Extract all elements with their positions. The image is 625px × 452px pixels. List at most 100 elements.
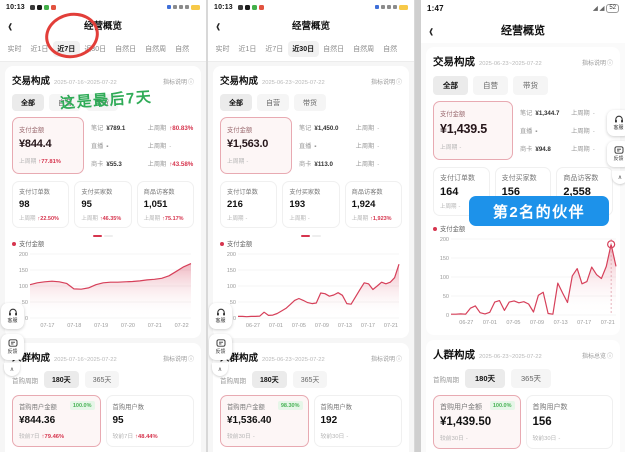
first-purchase-amount-card[interactable]: 100.0% 首购用户金额 ¥1,439.50 较前30日 - (433, 395, 521, 449)
compare-value: - (169, 142, 172, 150)
product-visitors-card[interactable]: 商品访客数 1,924 上周期 ↑1,923% (344, 181, 402, 228)
feedback-button[interactable]: 反馈 (1, 334, 24, 360)
tab-natural-week[interactable]: 自然周 (353, 45, 375, 53)
compare-label: 上周期 (571, 109, 590, 117)
metric-label: 支付金额 (227, 127, 253, 134)
paid-buyers-card[interactable]: 支付买家数 95 上周期 ↑46.35% (74, 181, 132, 228)
customer-service-button[interactable]: 客服 (209, 303, 232, 329)
tab-realtime[interactable]: 实时 (7, 45, 22, 53)
pill-self-operated[interactable]: 自营 (49, 94, 81, 111)
trade-composition-card: 交易构成 2025-06-23~2025-07-22 指标说明 ⓘ 全部 自营 带… (213, 66, 409, 338)
metric-info-link[interactable]: 指标说明 ⓘ (371, 354, 402, 363)
app-icon (29, 4, 35, 10)
compare-value: - (465, 436, 468, 442)
tab-natural-day[interactable]: 自然日 (323, 45, 345, 53)
cycle-180-days[interactable]: 180天 (465, 369, 506, 388)
svg-text:150: 150 (227, 268, 236, 274)
metric-value: ¥1,439.50 (440, 416, 492, 428)
compare-value: - (377, 142, 380, 150)
feedback-button[interactable]: 反馈 (607, 141, 625, 167)
tab-natural-month[interactable]: 自然 (383, 45, 398, 53)
payment-amount-card[interactable]: 支付金额 ¥1,563.0 上周期 - (220, 117, 292, 174)
page-title: 经营概览 (291, 21, 330, 32)
pill-affiliate[interactable]: 带货 (86, 94, 118, 111)
pill-affiliate[interactable]: 带货 (294, 94, 326, 111)
paid-buyers-card[interactable]: 支付买家数 193 上周期 - (282, 181, 340, 228)
first-purchase-amount-card[interactable]: 98.30% 首购用户金额 ¥1,536.40 较前30日 - (220, 395, 309, 447)
tab-last-30-days[interactable]: 近30日 (84, 45, 107, 53)
status-app-icons (237, 4, 264, 10)
svg-text:07-19: 07-19 (94, 323, 108, 329)
share-badge: 98.30% (277, 401, 303, 410)
app-icon (36, 4, 42, 10)
cycle-180-days[interactable]: 180天 (44, 371, 79, 388)
first-purchase-users-card[interactable]: 首购用户数 156 较前30日 - (525, 395, 613, 449)
metric-info-link[interactable]: 指标总览 ⓘ (582, 351, 613, 360)
collapse-floats-button[interactable]: ∧ (612, 171, 625, 184)
tab-realtime[interactable]: 实时 (215, 45, 230, 53)
metric-value: 95 (112, 415, 124, 426)
breakdown-row: 商卡 ¥94.8 上周期 - (520, 144, 613, 153)
payment-amount-card[interactable]: 支付金额 ¥844.4 上周期 ↑77.81% (12, 117, 84, 174)
compare-value: - (458, 204, 461, 210)
first-purchase-users-card[interactable]: 首购用户数 192 较前30日 - (313, 395, 402, 447)
tab-natural-day[interactable]: 自然日 (115, 45, 137, 53)
breakdown-row: 直播 - 上周期 - (91, 141, 194, 150)
paid-orders-card[interactable]: 支付订单数 216 上周期 - (220, 181, 278, 228)
feedback-button[interactable]: 反馈 (209, 334, 232, 360)
cycle-365-days[interactable]: 365天 (84, 371, 120, 388)
signal-icon: ◢ (593, 5, 598, 12)
tab-last-1-day[interactable]: 近1日 (30, 45, 49, 53)
pill-all[interactable]: 全部 (433, 76, 468, 95)
bluetooth-icon (375, 5, 379, 9)
pill-affiliate[interactable]: 带货 (513, 76, 548, 95)
tab-last-1-day[interactable]: 近1日 (238, 45, 257, 53)
metric-value: 164 (440, 186, 459, 198)
cycle-365-days[interactable]: 365天 (511, 369, 552, 388)
metric-value: ¥1,536.40 (227, 415, 272, 426)
channel-breakdown: 笔记 ¥789.1 上周期 ↑80.83% 直播 - 上周期 - 商卡 ¥55.3 上周期… (91, 117, 194, 174)
pill-all[interactable]: 全部 (12, 94, 44, 111)
customer-service-button[interactable]: 客服 (607, 110, 625, 136)
metric-info-link[interactable]: 指标说明 ⓘ (163, 354, 194, 363)
info-icon: ⓘ (395, 80, 402, 86)
cycle-180-days[interactable]: 180天 (252, 371, 287, 388)
product-visitors-card[interactable]: 商品访客数 1,051 上周期 ↑75.17% (136, 181, 194, 228)
compare-value: ↑75.17% (162, 216, 184, 222)
section-title: 人群构成 (220, 353, 259, 364)
compare-label: 上周期 (143, 216, 161, 222)
breakdown-row: 笔记 ¥1,344.7 上周期 - (520, 108, 613, 117)
carousel-dots[interactable] (12, 233, 194, 237)
back-button[interactable]: ‹ (429, 19, 434, 41)
metric-info-link[interactable]: 指标说明 ⓘ (163, 77, 194, 86)
tab-last-7-days[interactable]: 近7日 (265, 45, 284, 53)
breakdown-label: 直播 (299, 142, 312, 150)
channel-filter: 全部 自营 带货 (433, 76, 613, 95)
tab-natural-month[interactable]: 自然 (175, 45, 190, 53)
carousel-dots[interactable] (220, 233, 402, 237)
collapse-floats-button[interactable]: ∧ (212, 363, 228, 376)
compare-label: 上周期 (227, 216, 244, 222)
metric-info-link[interactable]: 指标说明 ⓘ (371, 77, 402, 86)
metric-label: 支付金额 (440, 111, 466, 118)
svg-text:200: 200 (440, 237, 449, 243)
svg-text:07-21: 07-21 (384, 323, 398, 329)
metric-info-link[interactable]: 指标说明 ⓘ (582, 58, 613, 67)
collapse-floats-button[interactable]: ∧ (4, 363, 20, 376)
back-button[interactable]: ‹ (8, 14, 13, 36)
pill-self-operated[interactable]: 自营 (257, 94, 289, 111)
paid-orders-card[interactable]: 支付订单数 98 上周期 ↑22.50% (12, 181, 70, 228)
customer-service-button[interactable]: 客服 (1, 303, 24, 329)
pill-all[interactable]: 全部 (220, 94, 252, 111)
back-button[interactable]: ‹ (216, 14, 221, 36)
first-purchase-users-card[interactable]: 首购用户数 95 较前7日 ↑48.44% (105, 395, 194, 447)
pill-self-operated[interactable]: 自营 (473, 76, 508, 95)
tab-natural-week[interactable]: 自然周 (145, 45, 167, 53)
first-purchase-amount-card[interactable]: 100.0% 首购用户金额 ¥844.36 较前7日 ↑79.46% (12, 395, 101, 447)
tab-last-30-days[interactable]: 近30日 (287, 40, 319, 57)
tab-last-7-days[interactable]: 近7日 (52, 40, 80, 57)
cycle-365-days[interactable]: 365天 (292, 371, 328, 388)
breakdown-value: - (106, 142, 109, 150)
payment-amount-card[interactable]: 支付金额 ¥1,439.5 上周期 - (433, 101, 513, 160)
compare-value: ↑79.46% (41, 434, 65, 440)
